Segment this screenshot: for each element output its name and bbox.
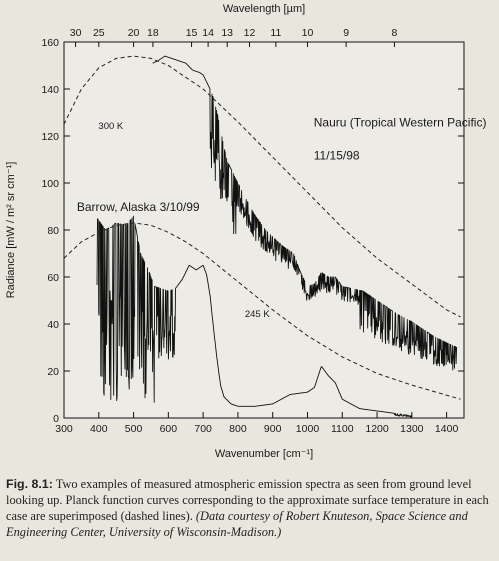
top-tick-label: 9 (343, 27, 349, 39)
y-tick-label: 80 (47, 225, 59, 237)
top-tick-label: 11 (270, 27, 281, 39)
top-wavelength-axis: 30 25 20 18 15 14 13 12 11 10 9 8 (70, 27, 398, 47)
caption-credit: (Data courtesy of Robert Knuteson, Space… (6, 509, 468, 539)
top-tick-label: 18 (147, 27, 159, 39)
annotation-label: Barrow, Alaska 3/10/99 (77, 200, 200, 214)
x-tick-label: 1400 (435, 423, 459, 435)
top-tick-label: 15 (186, 27, 198, 39)
y-tick-label: 120 (41, 131, 59, 143)
annotation-label: Nauru (Tropical Western Pacific) (314, 116, 487, 130)
top-tick-label: 30 (70, 27, 82, 39)
top-tick-label: 13 (221, 27, 233, 39)
annotation-label: 300 K (98, 121, 123, 132)
x-tick-label: 1200 (365, 423, 389, 435)
top-axis-title: Wavelength [µm] (223, 3, 305, 15)
top-tick-label: 20 (128, 27, 140, 39)
annotation-label: 245 K (245, 309, 270, 320)
top-tick-label: 12 (244, 27, 256, 39)
y-axis-title: Radiance [mW / m² sr cm⁻¹] (5, 162, 17, 299)
top-tick-label: 25 (93, 27, 105, 39)
emission-spectra-chart: 300 400 500 600 700 800 900 1000 1100 1200 1300 140… (5, 3, 487, 460)
measured-spectrum-0 (152, 55, 458, 371)
series-layer (63, 55, 461, 418)
top-tick-label: 8 (392, 27, 398, 39)
x-tick-label: 1000 (296, 423, 320, 435)
y-tick-label: 140 (41, 84, 59, 96)
y-tick-label: 60 (47, 272, 59, 284)
x-axis: 300 400 500 600 700 800 900 1000 1100 1200 1300 140… (55, 412, 458, 435)
x-tick-label: 400 (90, 423, 108, 435)
y-tick-label: 40 (47, 319, 59, 331)
x-tick-label: 800 (229, 423, 247, 435)
top-tick-label: 14 (202, 27, 214, 39)
planck-curve-3 (63, 222, 461, 400)
y-tick-label: 160 (41, 37, 59, 49)
y-tick-label: 100 (41, 178, 59, 190)
x-tick-label: 300 (55, 423, 73, 435)
figure-caption: Fig. 8.1: Two examples of measured atmos… (6, 476, 496, 540)
x-tick-label: 500 (125, 423, 143, 435)
x-tick-label: 600 (160, 423, 178, 435)
annotation-layer: Nauru (Tropical Western Pacific) 11/15/98… (77, 116, 487, 320)
y-tick-label: 0 (53, 413, 59, 425)
measured-spectrum-1 (96, 215, 413, 418)
x-tick-label: 700 (194, 423, 212, 435)
annotation-label: 11/15/98 (314, 149, 360, 163)
y-axis: 0 20 40 60 80 100 120 140 160 (41, 37, 464, 425)
y-tick-label: 20 (47, 366, 59, 378)
x-tick-label: 900 (264, 423, 282, 435)
x-axis-title: Wavenumber [cm⁻¹] (215, 448, 313, 460)
x-tick-label: 1300 (400, 423, 424, 435)
caption-text: Two examples of measured atmospheric emi… (6, 477, 489, 523)
figure-label: Fig. 8.1: (6, 477, 53, 491)
top-tick-label: 10 (302, 27, 314, 39)
x-tick-label: 1100 (331, 423, 354, 435)
